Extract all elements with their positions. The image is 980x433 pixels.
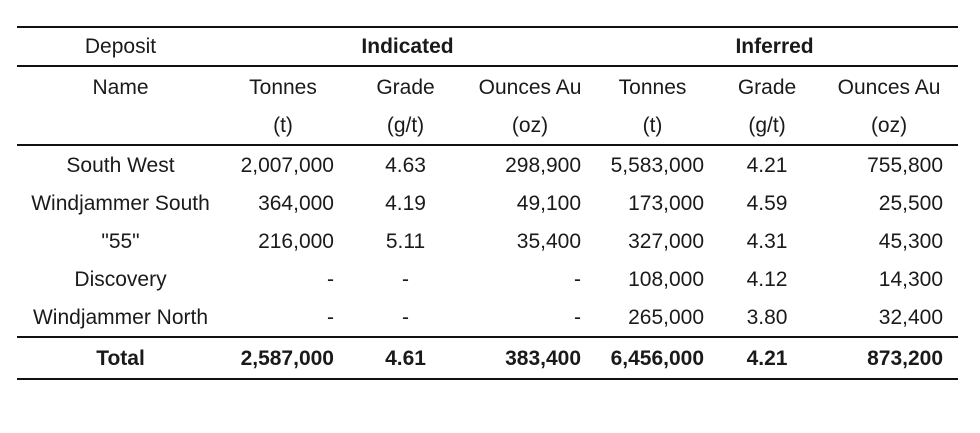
indicated-grade-cell: 4.19 [385,191,426,215]
inferred-ounces-cell: 14,300 [878,267,944,291]
indicated-grade-unit: (g/t) [342,107,469,146]
indicated-tonnes-unit: (t) [224,107,342,146]
indicated-ounces-cell: - [469,298,592,338]
table-body: South West 2,007,000 4.63 298,900 5,583,… [17,145,959,338]
indicated-ounces-cell: - [574,267,582,291]
indicated-ounces-cell: 49,100 [516,191,582,215]
indicated-group-header: Indicated [224,26,592,67]
indicated-ounces-unit: (oz) [469,107,592,146]
deposit-row-south-west: South West 2,007,000 4.63 298,900 5,583,… [17,145,958,184]
inferred-grade-cell: 4.21 [746,153,788,177]
total-indicated-tonnes-cell: 2,587,000 [224,337,342,380]
inferred-tonnes-column-header: Tonnes [618,75,687,99]
total-indicated-ounces-cell: 383,400 [469,337,592,380]
name-column-header: Name [92,75,149,99]
deposit-row-discovery: Discovery - - - 108,000 4.12 14,300 [17,260,958,298]
indicated-tonnes-cell: 216,000 [258,229,334,253]
inferred-tonnes-cell: 265,000 [591,298,715,338]
inferred-ounces-cell: 32,400 [820,298,959,338]
inferred-tonnes-unit: (t) [591,107,715,146]
total-row: Total 2,587,000 4.61 383,400 6,456,000 4… [17,337,959,380]
inferred-tonnes-cell: 327,000 [628,229,705,253]
inferred-grade-cell: 4.31 [746,229,788,253]
inferred-grade-cell: 4.59 [746,191,788,215]
indicated-tonnes-cell: 364,000 [258,191,334,215]
indicated-grade-cell: - [402,267,409,291]
group-header-row: Deposit Indicated Inferred [17,26,959,67]
table-header: Deposit Indicated Inferred Name Tonnes G… [17,26,959,146]
indicated-ounces-cell: 35,400 [516,229,582,253]
total-inferred-ounces-cell: 873,200 [820,337,959,380]
inferred-tonnes-cell: 108,000 [628,267,705,291]
inferred-grade-cell: 4.12 [746,267,788,291]
inferred-ounces-cell: 45,300 [878,229,944,253]
indicated-tonnes-cell: 2,007,000 [240,153,334,177]
inferred-grade-unit: (g/t) [714,107,821,146]
total-inferred-grade-cell: 4.21 [714,337,821,380]
inferred-grade-column-header: Grade [737,75,797,99]
indicated-grade-column-header: Grade [376,75,435,99]
mineral-resource-table: Deposit Indicated Inferred Name Tonnes G… [17,26,959,380]
indicated-tonnes-cell: - [224,298,342,338]
inferred-ounces-column-header: Ounces Au [837,75,941,99]
inferred-ounces-cell: 755,800 [867,153,944,177]
deposit-row-55: "55" 216,000 5.11 35,400 327,000 4.31 45… [17,222,958,260]
inferred-tonnes-cell: 173,000 [628,191,705,215]
indicated-tonnes-cell: - [327,267,334,291]
column-header-row: Name Tonnes Grade Ounces Au Tonnes Grade… [17,66,958,107]
deposit-name-cell: "55" [101,229,140,253]
indicated-ounces-cell: 298,900 [505,153,582,177]
total-inferred-tonnes-cell: 6,456,000 [591,337,715,380]
indicated-grade-cell: 4.63 [385,153,426,177]
indicated-ounces-column-header: Ounces Au [478,75,582,99]
indicated-tonnes-column-header: Tonnes [249,75,317,99]
inferred-ounces-cell: 25,500 [878,191,944,215]
unit-header-row: (t) (g/t) (oz) (t) (g/t) (oz) [17,107,959,146]
deposit-name-cell: Windjammer North [17,298,224,338]
total-indicated-grade-cell: 4.61 [342,337,469,380]
deposit-row-windjammer-north: Windjammer North - - - 265,000 3.80 32,4… [17,298,959,338]
inferred-group-header: Inferred [591,26,959,67]
indicated-grade-cell: - [342,298,469,338]
indicated-grade-cell: 5.11 [385,229,426,253]
deposit-name-cell: Discovery [74,267,167,291]
total-label-cell: Total [17,337,224,380]
table-footer: Total 2,587,000 4.61 383,400 6,456,000 4… [17,337,959,380]
deposit-row-windjammer-south: Windjammer South 364,000 4.19 49,100 173… [17,184,958,222]
inferred-grade-cell: 3.80 [714,298,821,338]
inferred-ounces-unit: (oz) [820,107,959,146]
deposit-name-cell: South West [66,153,175,177]
deposit-group-header: Deposit [17,26,224,67]
inferred-tonnes-cell: 5,583,000 [610,153,705,177]
deposit-name-cell: Windjammer South [31,191,210,215]
name-unit-header [17,107,224,146]
